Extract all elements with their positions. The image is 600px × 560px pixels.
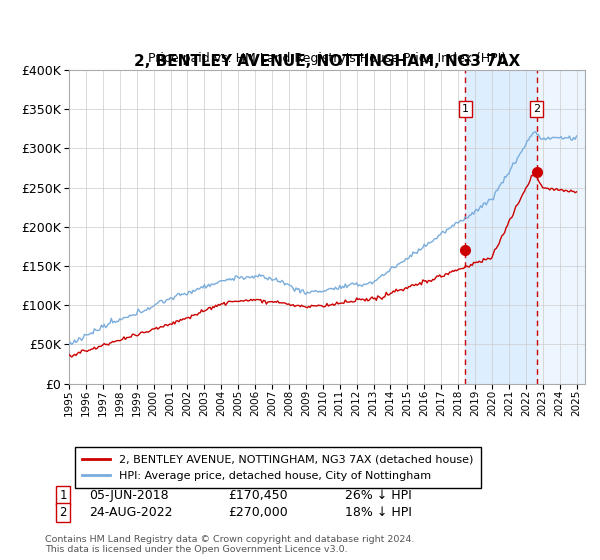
Text: 24-AUG-2022: 24-AUG-2022 bbox=[89, 506, 172, 519]
Text: £170,450: £170,450 bbox=[228, 489, 287, 502]
Text: 05-JUN-2018: 05-JUN-2018 bbox=[89, 489, 169, 502]
Text: 1: 1 bbox=[462, 104, 469, 114]
Text: 2: 2 bbox=[533, 104, 541, 114]
Text: Price paid vs. HM Land Registry's House Price Index (HPI): Price paid vs. HM Land Registry's House … bbox=[148, 52, 506, 66]
Text: Contains HM Land Registry data © Crown copyright and database right 2024.
This d: Contains HM Land Registry data © Crown c… bbox=[45, 535, 415, 554]
Text: 18% ↓ HPI: 18% ↓ HPI bbox=[345, 506, 412, 519]
Bar bbox=[466, 70, 537, 384]
Text: 26% ↓ HPI: 26% ↓ HPI bbox=[345, 489, 412, 502]
Bar bbox=[537, 70, 585, 384]
Text: 2: 2 bbox=[59, 506, 67, 519]
Title: 2, BENTLEY AVENUE, NOTTINGHAM, NG3 7AX: 2, BENTLEY AVENUE, NOTTINGHAM, NG3 7AX bbox=[134, 54, 520, 69]
Legend: 2, BENTLEY AVENUE, NOTTINGHAM, NG3 7AX (detached house), HPI: Average price, det: 2, BENTLEY AVENUE, NOTTINGHAM, NG3 7AX (… bbox=[74, 447, 481, 488]
Text: 1: 1 bbox=[59, 489, 67, 502]
Text: £270,000: £270,000 bbox=[228, 506, 288, 519]
